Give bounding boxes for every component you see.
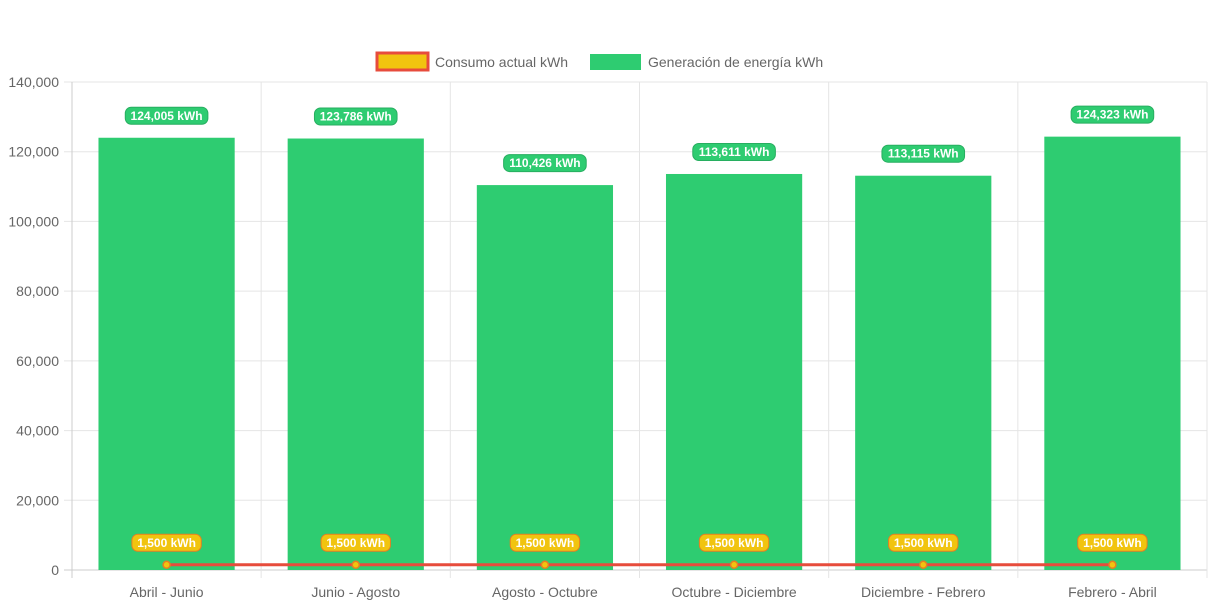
y-tick-label: 140,000 bbox=[8, 74, 59, 90]
line-data-label-bg bbox=[698, 533, 770, 552]
line-data-labels: 1,500 kWh 1,500 kWh 1,500 kWh 1,500 kWh 1,50… bbox=[131, 533, 1148, 552]
line-point[interactable] bbox=[162, 560, 171, 570]
bar[interactable] bbox=[1044, 136, 1181, 570]
y-tick-label: 40,000 bbox=[16, 423, 59, 439]
x-tick-label: Abril - Junio bbox=[130, 584, 204, 600]
line-data-label: 1,500 kWh bbox=[1083, 536, 1142, 550]
x-tick-label: Diciembre - Febrero bbox=[861, 584, 986, 600]
y-tick-label: 20,000 bbox=[16, 492, 59, 508]
bar-data-label: 124,005 kWh bbox=[131, 109, 203, 123]
line-data-label-bg bbox=[1077, 533, 1148, 552]
legend-swatch-consumo bbox=[375, 51, 430, 72]
x-tick-label: Agosto - Octubre bbox=[492, 584, 598, 600]
line-series bbox=[162, 560, 1117, 570]
legend-swatch-generacion bbox=[590, 54, 641, 70]
line-data-label-bg bbox=[131, 533, 202, 552]
line-point[interactable] bbox=[540, 560, 550, 570]
legend-item-generacion[interactable]: Generación de energía kWh bbox=[590, 54, 823, 70]
line-data-label: 1,500 kWh bbox=[705, 536, 764, 550]
x-tick-label: Febrero - Abril bbox=[1068, 584, 1157, 600]
line-data-label: 1,500 kWh bbox=[137, 536, 196, 550]
bar-data-label: 124,323 kWh bbox=[1076, 108, 1148, 122]
bar[interactable] bbox=[476, 185, 614, 570]
y-tick-label: 100,000 bbox=[8, 213, 59, 229]
x-axis: Abril - Junio Junio - Agosto Agosto - Octu… bbox=[130, 584, 1157, 600]
grid-lines bbox=[64, 81, 1208, 578]
line-data-label: 1,500 kWh bbox=[516, 536, 575, 550]
bar[interactable] bbox=[665, 173, 803, 571]
bar-data-label: 110,426 kWh bbox=[509, 156, 580, 170]
y-axis: 0 20,000 40,000 60,000 80,000 100,000 120,000 1… bbox=[8, 74, 59, 578]
bar[interactable] bbox=[855, 175, 992, 570]
line-point[interactable] bbox=[729, 560, 739, 570]
line-data-label: 1,500 kWh bbox=[326, 536, 385, 550]
legend-item-consumo[interactable]: Consumo actual kWh bbox=[375, 51, 568, 72]
bar-data-label-bg bbox=[313, 107, 398, 126]
y-tick-label: 120,000 bbox=[8, 144, 59, 160]
bar[interactable] bbox=[287, 138, 424, 570]
y-tick-label: 60,000 bbox=[16, 353, 59, 369]
line-data-label-bg bbox=[888, 533, 959, 552]
line-point[interactable] bbox=[1108, 560, 1117, 570]
bar-data-labels: 124,005 kWh 123,786 kWh 110,426 kWh 113,611… bbox=[124, 105, 1155, 173]
y-tick-label: 80,000 bbox=[16, 283, 59, 299]
bar-data-label-bg bbox=[881, 144, 966, 163]
bar-data-label-bg bbox=[124, 106, 209, 125]
line-data-label: 1,500 kWh bbox=[894, 536, 953, 550]
line-point[interactable] bbox=[351, 560, 360, 570]
bar-data-label-bg bbox=[692, 142, 776, 161]
x-tick-label: Octubre - Diciembre bbox=[671, 584, 796, 600]
x-tick-label: Junio - Agosto bbox=[311, 584, 400, 600]
y-tick-label: 0 bbox=[51, 562, 59, 578]
line-point[interactable] bbox=[919, 560, 928, 570]
bar-data-label: 113,611 kWh bbox=[699, 145, 770, 159]
bar[interactable] bbox=[98, 137, 235, 570]
line-data-label-bg bbox=[320, 533, 391, 552]
legend-label-generacion: Generación de energía kWh bbox=[648, 54, 823, 70]
line-data-label-bg bbox=[509, 533, 581, 552]
bar-series bbox=[98, 136, 1181, 571]
chart-legend[interactable]: Consumo actual kWh Generación de energía… bbox=[375, 51, 823, 72]
legend-label-consumo: Consumo actual kWh bbox=[435, 54, 568, 70]
bar-data-label: 113,115 kWh bbox=[888, 147, 959, 161]
bar-data-label-bg bbox=[1070, 105, 1155, 124]
bar-data-label-bg bbox=[503, 154, 587, 173]
bar-data-label: 123,786 kWh bbox=[320, 110, 392, 124]
